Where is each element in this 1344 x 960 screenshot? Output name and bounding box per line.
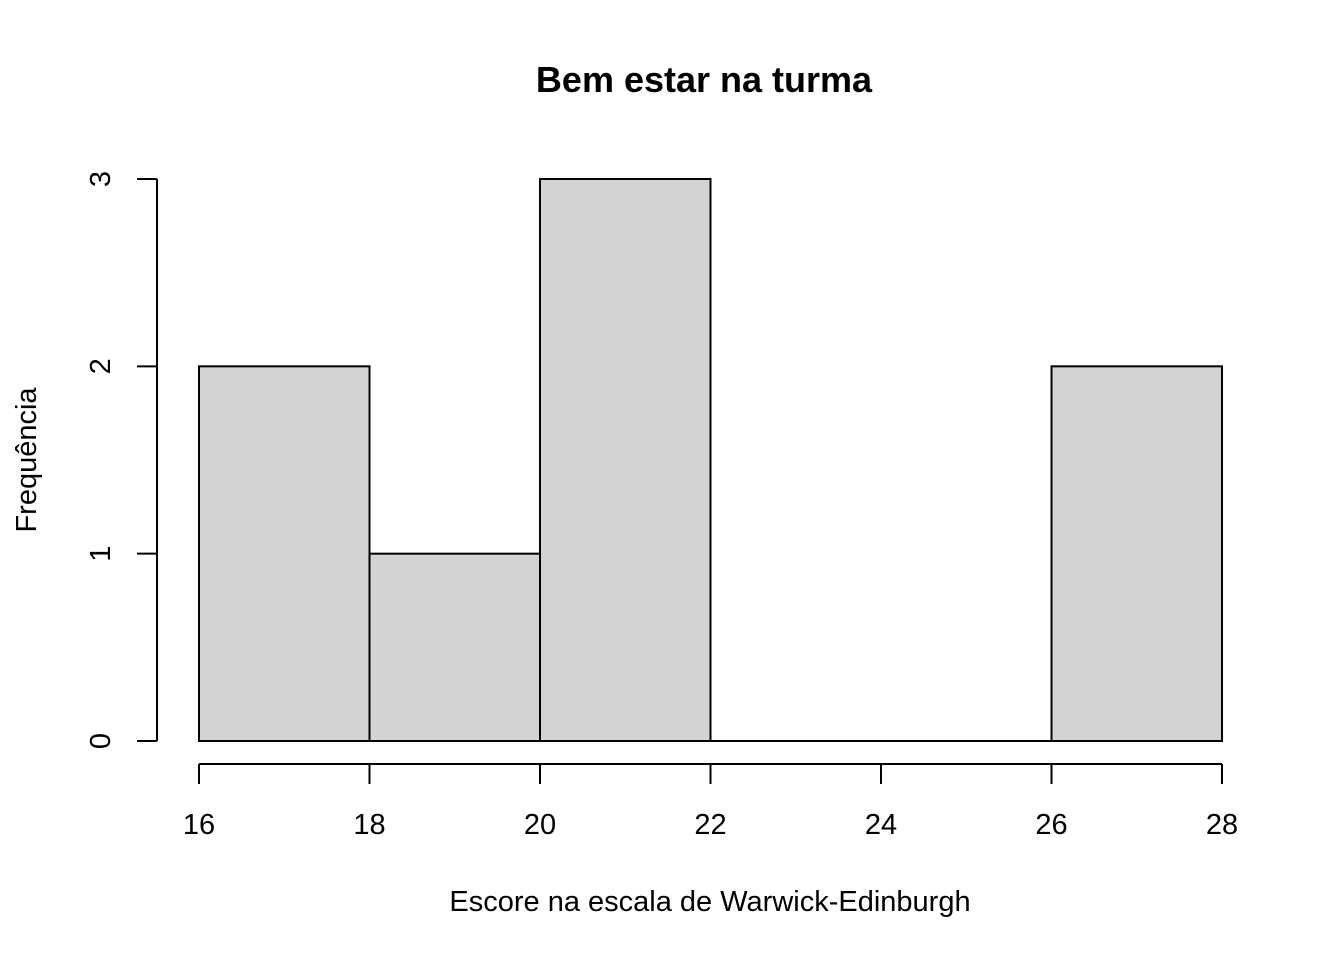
bars-group: [198, 178, 1223, 743]
x-tick-label: 26: [1035, 809, 1067, 841]
x-tick-label: 24: [865, 809, 897, 841]
histogram-bar: [1050, 365, 1223, 742]
y-tick-label: 0: [85, 733, 117, 749]
x-tick-label: 20: [524, 809, 556, 841]
y-tick-label: 2: [85, 358, 117, 374]
x-axis: 16 18 20 22 24 26 28: [183, 763, 1238, 841]
x-axis-label: Escore na escala de Warwick-Edinburgh: [449, 886, 970, 918]
histogram-bar: [198, 365, 371, 742]
chart-title: Bem estar na turma: [536, 59, 873, 100]
x-tick-label: 16: [183, 809, 215, 841]
y-tick-label: 1: [85, 546, 117, 562]
y-axis-label: Frequência: [11, 387, 43, 533]
x-tick-label: 18: [353, 809, 385, 841]
y-tick-label: 3: [85, 171, 117, 187]
y-axis: 0 1 2 3: [85, 171, 158, 749]
histogram-bar: [539, 178, 712, 742]
x-tick-label: 22: [694, 809, 726, 841]
histogram-bar: [368, 552, 541, 743]
x-tick-label: 28: [1206, 809, 1238, 841]
